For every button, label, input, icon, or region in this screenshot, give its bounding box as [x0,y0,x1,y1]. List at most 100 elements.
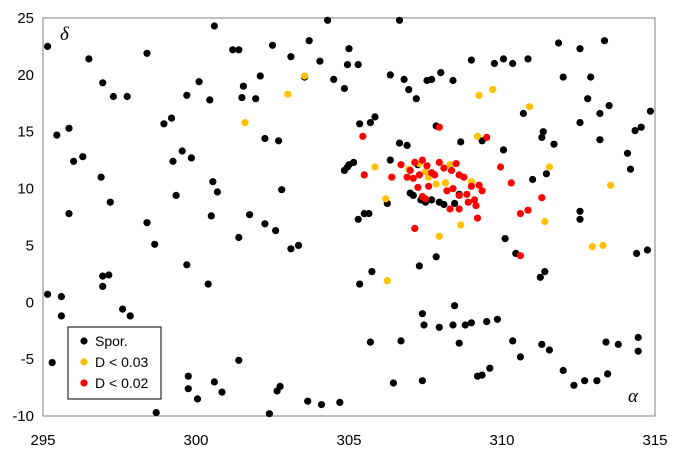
data-point [350,158,358,166]
data-point [48,359,56,367]
data-point [435,123,443,131]
data-point [538,194,546,202]
data-point [403,173,411,181]
data-point [382,195,390,203]
data-point [499,146,508,154]
data-point [354,61,362,69]
data-point [213,188,221,196]
data-point [418,377,426,385]
data-point [272,227,280,235]
data-point [70,157,78,165]
data-point [542,170,551,178]
data-point [126,312,134,320]
x-tick-label: 295 [30,432,55,449]
data-point [395,139,404,147]
y-tick-label: -5 [21,351,34,368]
data-point [265,410,273,418]
data-point [541,217,549,226]
data-point [99,282,107,290]
y-tick-label: 10 [17,181,34,198]
data-point [490,59,498,68]
data-point [415,171,423,179]
data-point [210,378,218,386]
legend: Spor. D < 0.03 D < 0.02 [67,326,162,400]
data-point [545,163,554,171]
data-point [317,401,326,409]
series-0 [44,16,655,418]
data-point [478,187,486,195]
data-point [435,158,443,166]
data-point [467,56,475,64]
data-point [432,180,440,188]
data-point [633,249,641,257]
data-point [193,395,202,403]
data-point [411,224,419,232]
y-tick-label: 20 [17,67,34,84]
y-tick-label: 25 [17,10,34,27]
data-point [463,190,471,198]
data-point [524,206,532,214]
data-point [106,198,114,206]
data-point [493,315,501,323]
data-point [432,253,440,261]
x-tick-labels: 295 300 305 310 315 [30,432,667,449]
data-point [581,377,589,385]
data-point [605,102,613,110]
data-point [545,346,554,354]
data-point [452,160,460,168]
data-point [397,161,405,169]
data-point [356,280,364,288]
data-point [246,211,254,219]
data-point [167,114,176,122]
data-point [195,78,203,86]
data-point [99,272,107,280]
data-point [470,196,479,204]
data-point [437,69,445,77]
data-point [235,46,243,54]
data-point [525,103,534,111]
data-point [460,173,468,181]
data-point [519,109,528,118]
data-point [607,181,615,189]
data-point [371,113,379,121]
data-point [366,119,374,127]
data-point [210,22,218,30]
data-point [99,79,107,87]
data-point [365,210,373,218]
data-point [261,134,269,143]
data-point [483,318,491,326]
data-point [261,220,269,228]
data-point [371,163,379,171]
data-point [184,372,192,380]
data-point [44,290,52,298]
y-tick-label: 15 [17,124,34,141]
data-point [576,119,584,127]
data-point [207,212,215,220]
data-point [539,128,547,136]
data-point [451,302,459,310]
data-point [414,183,422,191]
data-point [268,41,277,49]
data-point [455,191,463,199]
data-point [239,82,247,90]
data-point [541,268,549,276]
data-point [473,214,482,222]
data-point [187,154,195,162]
legend-item-spor: Spor. [80,333,128,349]
data-point [53,131,61,139]
data-point [559,366,567,375]
data-point [143,219,151,227]
data-point [428,75,436,83]
data-point [305,37,313,45]
legend-label-spor: Spor. [95,333,128,349]
data-point [421,195,430,203]
legend-marker-spor [80,337,88,345]
legend-marker-d002 [80,379,88,387]
data-point [409,191,417,199]
data-point [428,196,436,204]
data-point [446,205,454,213]
data-point [449,321,457,329]
data-point [287,53,295,61]
legend-label-d002: D < 0.02 [95,375,149,391]
